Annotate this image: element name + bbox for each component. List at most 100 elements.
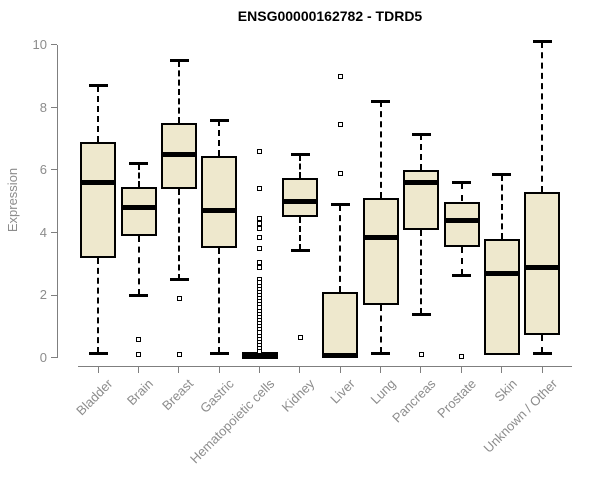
x-axis-tick (258, 367, 260, 373)
y-tick-label: 8 (39, 99, 47, 115)
box (403, 170, 440, 230)
y-axis-tick (51, 294, 57, 296)
x-axis-line (78, 366, 572, 367)
upper-whisker (500, 174, 503, 240)
outlier-point (297, 335, 303, 341)
lower-whisker-cap (129, 293, 149, 297)
upper-whisker (137, 163, 140, 188)
x-axis-tick (339, 367, 341, 373)
lower-whisker (541, 334, 544, 354)
median-line (524, 264, 561, 270)
x-axis-tick (218, 367, 220, 373)
upper-whisker (379, 101, 382, 199)
lower-whisker (299, 217, 302, 250)
outlier-point (459, 353, 465, 359)
median-line (282, 199, 319, 204)
x-tick-label: Lung (367, 376, 399, 408)
upper-whisker-cap (532, 40, 552, 44)
x-tick-label: Unknown / Other (480, 376, 560, 456)
lower-whisker-cap (371, 351, 391, 355)
x-axis-tick (501, 367, 503, 373)
outlier-point (337, 122, 343, 128)
lower-whisker-cap (209, 351, 229, 355)
box (120, 187, 157, 236)
upper-whisker (460, 182, 463, 202)
x-axis-tick (460, 367, 462, 373)
x-axis-tick (137, 367, 139, 373)
upper-whisker (420, 134, 423, 171)
median-line (80, 180, 117, 186)
outlier-point (136, 336, 142, 342)
x-tick-label: Kidney (278, 376, 318, 415)
outlier-point (257, 148, 263, 154)
box (483, 239, 520, 355)
lower-whisker-cap (169, 278, 189, 282)
median-line (403, 180, 440, 186)
median-line (362, 234, 399, 240)
box (80, 142, 117, 258)
lower-whisker-cap (452, 273, 472, 277)
x-axis-tick (299, 367, 301, 373)
outlier-point (176, 352, 182, 358)
y-axis-label: Expression (5, 167, 20, 233)
x-tick-label: Breast (159, 376, 197, 414)
upper-whisker (97, 85, 100, 143)
x-axis-tick (541, 367, 543, 373)
x-tick-label: Pancreas (389, 376, 439, 426)
x-axis-tick (178, 367, 180, 373)
lower-whisker-cap (411, 312, 431, 316)
upper-whisker-cap (290, 153, 310, 157)
lower-whisker (420, 229, 423, 315)
lower-whisker (218, 248, 221, 354)
median-line (483, 270, 520, 276)
upper-whisker-cap (169, 59, 189, 63)
upper-whisker (178, 60, 181, 124)
upper-whisker-cap (452, 181, 472, 185)
outlier-point (257, 349, 263, 355)
y-axis-tick (51, 357, 57, 359)
upper-whisker-cap (330, 203, 350, 207)
box (524, 192, 561, 335)
median-line (201, 208, 238, 214)
y-axis-tick (51, 169, 57, 171)
y-tick-label: 4 (39, 224, 47, 240)
median-line (443, 217, 480, 223)
upper-whisker (541, 41, 544, 193)
y-tick-label: 2 (39, 287, 47, 303)
y-axis-tick (51, 106, 57, 108)
outlier-point (176, 296, 182, 302)
outlier-point (257, 220, 263, 226)
lower-whisker-cap (290, 248, 310, 252)
outlier-point (418, 352, 424, 358)
lower-whisker-cap (88, 351, 108, 355)
outlier-point (136, 352, 142, 358)
outlier-point (257, 245, 263, 251)
outlier-point (257, 186, 263, 192)
y-tick-label: 10 (32, 37, 47, 52)
outlier-point (257, 225, 263, 231)
y-tick-label: 0 (39, 350, 47, 365)
chart-title: ENSG00000162782 - TDRD5 (237, 8, 423, 24)
upper-whisker-cap (129, 162, 149, 166)
lower-whisker-cap (532, 351, 552, 355)
upper-whisker (339, 204, 342, 293)
box (443, 201, 480, 247)
median-line (161, 152, 198, 158)
lower-whisker (460, 246, 463, 276)
x-tick-label: Prostate (434, 376, 480, 421)
y-axis-line (57, 45, 58, 358)
box (282, 178, 319, 218)
box (322, 292, 359, 358)
x-tick-label: Brain (124, 376, 157, 409)
outlier-point (337, 170, 343, 176)
y-axis-tick (51, 232, 57, 234)
lower-whisker (137, 235, 140, 296)
x-tick-label: Liver (327, 376, 359, 407)
upper-whisker-cap (492, 173, 512, 177)
x-tick-label: Bladder (73, 376, 116, 419)
x-axis-tick (420, 367, 422, 373)
y-tick-label: 6 (39, 162, 47, 178)
median-line (120, 205, 157, 211)
outlier-point (257, 216, 263, 222)
